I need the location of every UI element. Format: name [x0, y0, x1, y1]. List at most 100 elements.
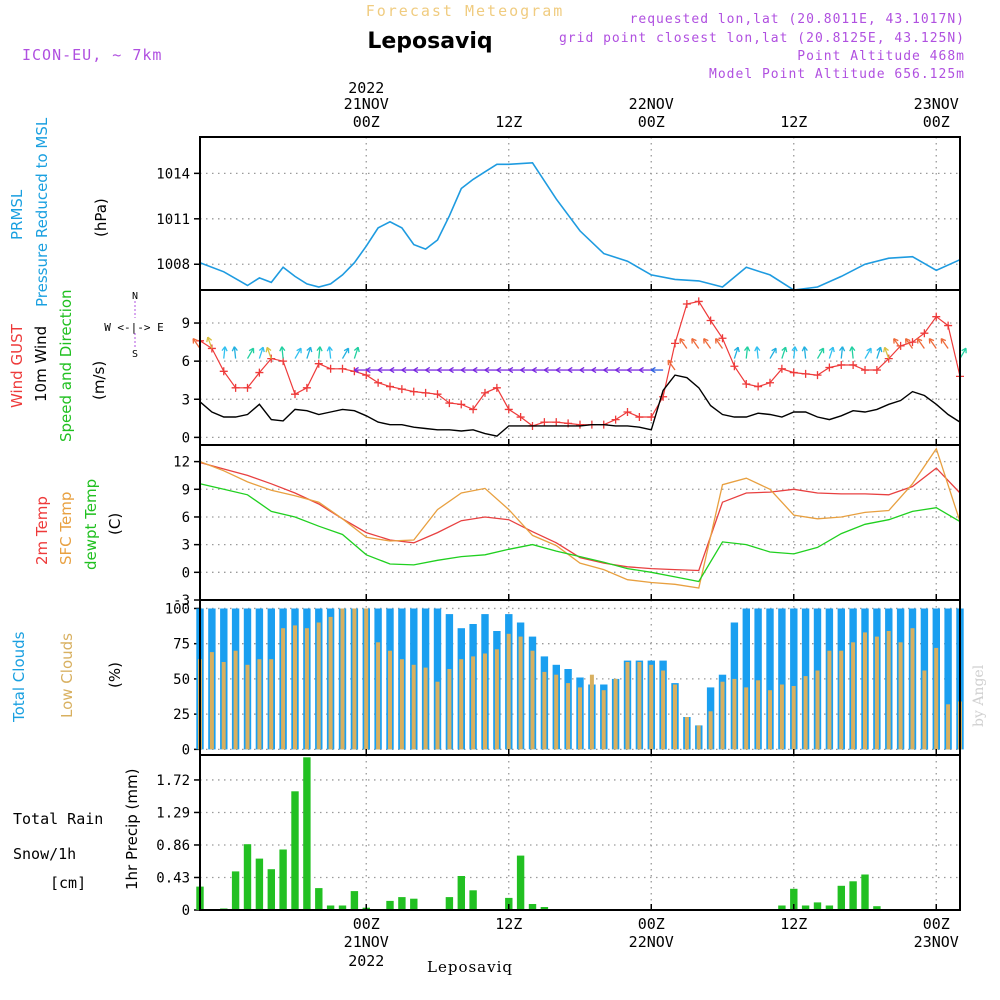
gust-point: [884, 354, 893, 363]
wind-arrow-head: [828, 346, 835, 353]
top-time-label: 12Z: [780, 113, 807, 131]
precip-bar: [861, 874, 869, 910]
y-tick-label: 1.72: [156, 773, 190, 789]
precip-bar: [315, 888, 323, 910]
precip-bar: [386, 900, 394, 910]
wind-arrow-head: [691, 338, 697, 344]
precip-bar: [825, 905, 834, 910]
low-cloud-bar: [471, 656, 476, 750]
rain-label: Total Rain: [13, 810, 103, 828]
wind-arrow: [318, 346, 321, 359]
y-tick-label: 1011: [156, 212, 190, 228]
wind-arrow-head: [667, 359, 673, 366]
wind-arrow-head: [928, 338, 935, 344]
total-cloud-bar: [742, 608, 750, 750]
wind-arrow: [258, 346, 264, 359]
wind-arrow-head: [437, 366, 442, 374]
wind-arrow-head: [883, 346, 889, 353]
wind-arrow-head: [365, 366, 371, 374]
gust-point: [445, 399, 454, 408]
wind-arrow: [851, 346, 854, 359]
gust-point: [813, 371, 822, 380]
sfc-label: SFC Temp: [57, 492, 75, 565]
precip-bar: [243, 844, 252, 910]
wind-arrow-head: [893, 338, 899, 344]
wind-arrow-head: [555, 366, 561, 374]
low-cloud-bar: [886, 631, 891, 750]
low-cloud-bar: [233, 650, 238, 750]
gust-point: [469, 405, 478, 414]
wind-arrow-head: [377, 366, 383, 374]
y-tick-label: 1014: [156, 166, 190, 182]
wind-arrow: [905, 338, 914, 349]
gust-point: [766, 378, 774, 387]
precip-bar: [398, 897, 406, 910]
gust-point: [219, 367, 228, 376]
wind-arrow-head: [472, 366, 478, 374]
wind-arrow: [715, 338, 724, 349]
low-cloud-bar: [732, 678, 737, 750]
wind-arrow-head: [265, 346, 272, 353]
top-time-label: 00Z: [923, 113, 950, 131]
subtitle: Forecast Meteogram: [366, 2, 565, 20]
wind-arrow-head: [221, 346, 228, 352]
top-time-label: 00Z: [638, 113, 665, 131]
wind-line: [199, 374, 961, 437]
gust-point: [742, 380, 751, 389]
low-cloud-bar: [827, 650, 832, 750]
wind-arrow: [769, 347, 777, 359]
wind-arrow: [916, 338, 925, 349]
total-cloud-bar: [944, 608, 952, 750]
wind-arrow: [793, 346, 796, 359]
wind-arrow-head: [425, 366, 431, 374]
total-cloud-bar: [766, 608, 774, 750]
wind-arrow: [294, 347, 302, 359]
bottom-time-label: 00Z: [353, 915, 380, 933]
precip-bar: [516, 855, 525, 910]
wind-arrow-head: [389, 366, 395, 374]
gust-point: [409, 387, 418, 396]
gust-point: [682, 299, 691, 308]
precip-bar: [350, 891, 359, 910]
panel-frame: [199, 136, 961, 291]
low-cloud-bar: [601, 690, 606, 750]
gust-point: [516, 413, 525, 422]
station-title: Leposaviq: [367, 29, 492, 54]
precip-bar: [837, 885, 845, 910]
y-tick-label: 3: [182, 392, 190, 408]
precip-bar: [326, 905, 335, 910]
low-cloud-bar: [328, 616, 333, 750]
wind-arrow-head: [192, 338, 198, 344]
low-cloud-bar: [589, 674, 594, 750]
y-tick-label: 0: [182, 742, 190, 758]
wind-arrow: [266, 347, 272, 359]
gridpoint-location: grid point closest lon,lat (20.8125E, 43…: [559, 31, 965, 46]
compass-n: N: [132, 291, 138, 302]
gust-point: [896, 341, 905, 350]
total-cloud-bar: [778, 608, 786, 750]
wind-arrow-head: [781, 346, 788, 353]
wind-arrow: [207, 336, 213, 349]
low-cloud-bar: [684, 717, 689, 750]
precip-bar: [267, 869, 275, 910]
low-cloud-bar: [388, 650, 392, 750]
precip-bar: [410, 898, 418, 910]
low-cloud-bar: [542, 671, 547, 750]
wind-arrow-head: [532, 366, 537, 374]
low-cloud-bar: [874, 636, 879, 750]
wind-arrow-head: [258, 346, 265, 353]
gust-point: [754, 382, 763, 391]
precip-bar: [505, 897, 513, 910]
low-cloud-bar: [791, 686, 796, 750]
snow-label: Snow/1h: [13, 845, 76, 863]
low-cloud-bar: [435, 681, 440, 750]
wind-arrow-head: [231, 346, 238, 352]
wind-arrow: [864, 347, 872, 359]
wind-arrow-head: [876, 346, 883, 353]
y-tick-label: -3: [173, 593, 190, 609]
y-tick-label: 0.43: [156, 870, 190, 886]
gust-point: [659, 392, 668, 401]
low-cloud-bar: [851, 642, 856, 750]
total-cloud-bar: [754, 608, 762, 750]
wind-arrow: [353, 346, 359, 359]
